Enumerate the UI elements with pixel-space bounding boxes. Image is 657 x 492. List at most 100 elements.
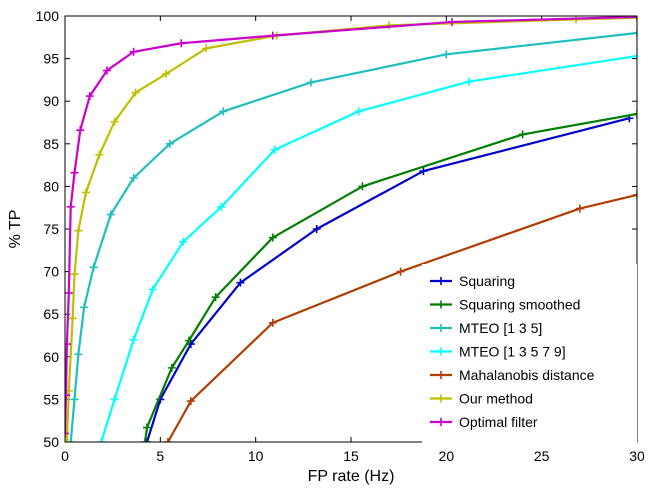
legend-label: Squaring (459, 273, 515, 289)
data-point (85, 92, 94, 101)
legend-label: MTEO [1 3 5] (459, 320, 542, 336)
series-1 (141, 109, 637, 442)
x-tick-label: 5 (156, 448, 164, 464)
plot-frame (64, 15, 638, 443)
data-point (70, 168, 79, 177)
legend-marker (437, 371, 445, 379)
data-point (219, 107, 228, 116)
data-point (65, 340, 71, 349)
x-tick-label: 30 (629, 448, 645, 464)
x-tick-label: 25 (534, 448, 550, 464)
legend-item: Our method (430, 391, 533, 407)
data-point (575, 204, 584, 213)
data-point (465, 77, 474, 86)
legend-item: Optimal filter (430, 414, 538, 430)
y-tick-label: 95 (43, 51, 59, 67)
data-point (268, 318, 277, 327)
data-point (419, 167, 428, 176)
data-point (131, 88, 140, 97)
data-point (110, 395, 119, 404)
data-point (65, 429, 69, 438)
y-tick-label: 100 (36, 8, 60, 24)
data-point (162, 69, 171, 78)
legend-marker (437, 277, 445, 285)
legend-label: Squaring smoothed (459, 297, 580, 313)
series-layer (65, 16, 637, 442)
y-tick-label: 55 (43, 391, 59, 407)
data-point (217, 202, 226, 211)
data-point (68, 314, 77, 323)
data-point (385, 21, 394, 30)
legend-label: Mahalanobis distance (459, 367, 595, 383)
data-point (202, 44, 211, 53)
series-6 (65, 16, 637, 438)
x-tick-label: 20 (439, 448, 455, 464)
data-point (306, 78, 315, 87)
data-point (70, 395, 79, 404)
data-point (354, 107, 363, 116)
legend-item: MTEO [1 3 5] (430, 320, 542, 336)
series-line (167, 193, 637, 442)
y-tick-label: 75 (43, 221, 59, 237)
x-tick-label: 15 (343, 448, 359, 464)
data-point (236, 278, 245, 287)
y-tick-label: 90 (43, 93, 59, 109)
y-tick-label: 50 (43, 434, 59, 450)
data-point (66, 438, 75, 442)
axis-ticks: 0 5 10 15 20 25 30 50 55 60 65 70 75 80 85 90 95 100 (36, 8, 645, 464)
data-point (141, 438, 150, 442)
y-tick-label: 85 (43, 136, 59, 152)
data-point (312, 225, 321, 233)
data-point (65, 288, 73, 297)
data-point (179, 237, 188, 246)
data-point (81, 188, 90, 197)
data-point (129, 47, 138, 56)
y-tick-label: 80 (43, 178, 59, 194)
data-point (65, 391, 70, 400)
legend-marker (437, 347, 445, 356)
data-point (268, 233, 277, 242)
data-point (97, 438, 106, 442)
series-4 (163, 190, 637, 442)
y-tick-label: 70 (43, 264, 59, 280)
data-point (102, 66, 111, 75)
data-point (177, 39, 186, 48)
series-line (100, 54, 637, 442)
legend-item: MTEO [1 3 5 7 9] (430, 344, 566, 360)
x-axis-title: FP rate (Hz) (308, 468, 395, 485)
data-point (518, 130, 527, 139)
data-point (270, 145, 279, 154)
data-point (74, 350, 83, 359)
data-point (633, 29, 637, 38)
y-axis-title: % TP (7, 210, 24, 249)
data-point (66, 202, 75, 211)
data-point (129, 173, 138, 182)
data-point (142, 438, 151, 442)
data-point (142, 423, 151, 432)
data-point (211, 293, 220, 302)
data-point (184, 336, 193, 345)
legend-marker (437, 300, 445, 309)
legend-marker (437, 394, 445, 403)
data-point (163, 438, 172, 442)
data-point (95, 150, 104, 159)
data-point (633, 190, 637, 199)
series-2 (66, 29, 637, 442)
data-point (448, 17, 457, 26)
legend-label: MTEO [1 3 5 7 9] (459, 344, 566, 360)
legend-marker (437, 418, 445, 426)
data-point (148, 285, 157, 294)
data-point (633, 52, 637, 61)
legend: Squaring Squaring smoothed MTEO [1 3 5] MTE… (422, 264, 637, 443)
data-point (80, 303, 89, 312)
data-point (167, 363, 176, 372)
data-point (268, 31, 277, 40)
series-line (69, 31, 637, 442)
y-tick-label: 60 (43, 349, 59, 365)
legend-box (422, 264, 637, 443)
data-point (165, 139, 174, 148)
legend-marker (437, 324, 445, 332)
data-point (186, 397, 195, 406)
data-point (129, 335, 138, 344)
data-point (358, 182, 367, 191)
